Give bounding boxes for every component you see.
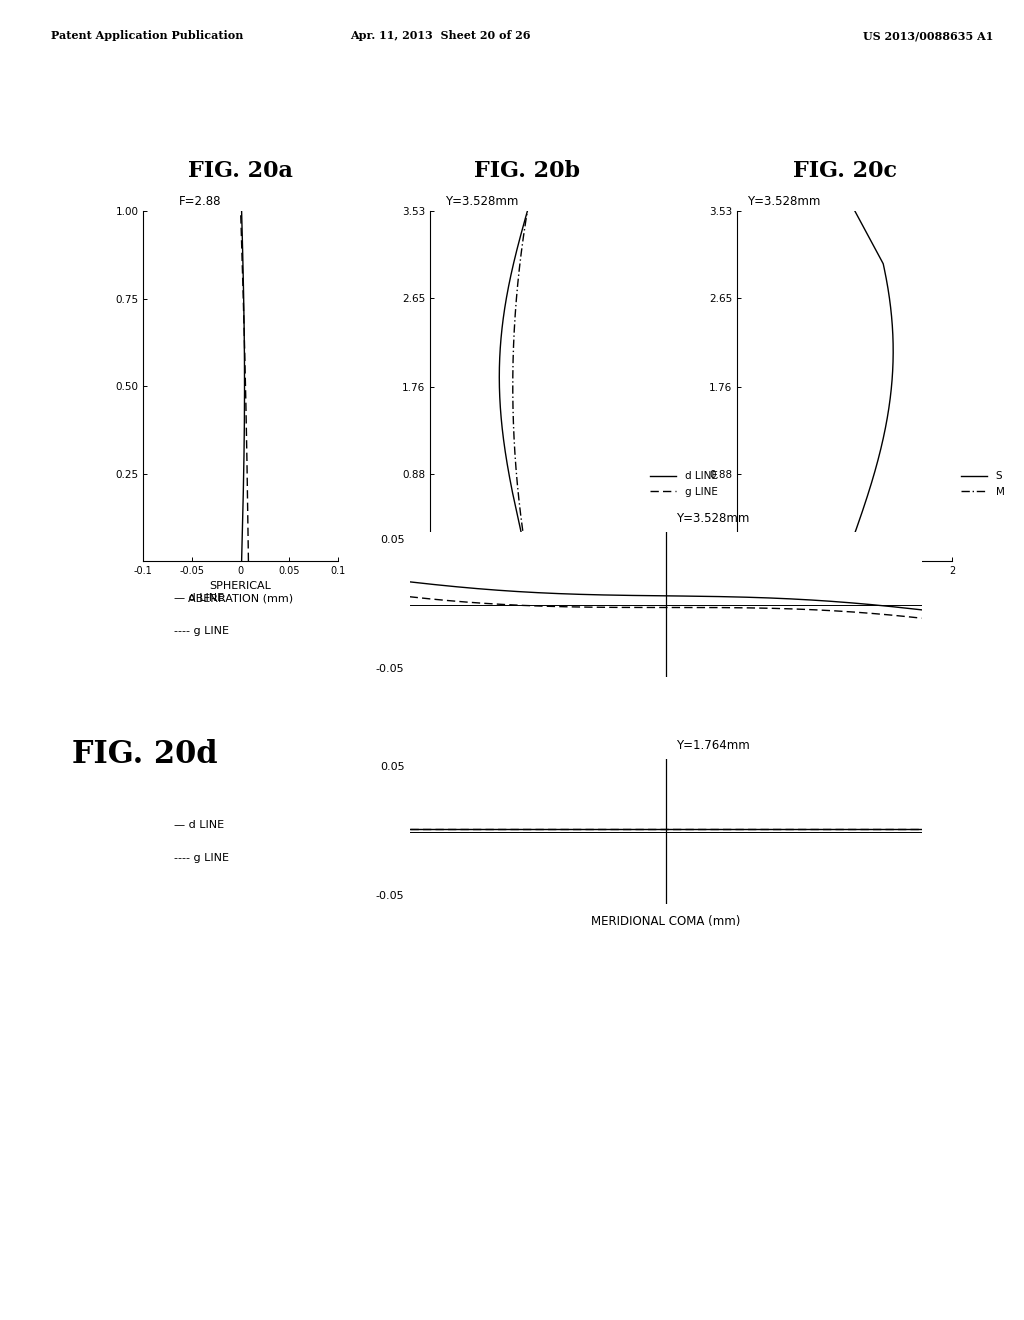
Text: FIG. 20a: FIG. 20a [188,160,293,182]
Text: Patent Application Publication: Patent Application Publication [51,30,244,41]
Legend: d LINE, g LINE: d LINE, g LINE [646,467,722,500]
Text: F=2.88: F=2.88 [179,195,222,209]
X-axis label: MERIDIONAL COMA (mm): MERIDIONAL COMA (mm) [591,915,740,928]
Text: Y=3.528mm: Y=3.528mm [748,195,821,209]
Text: FIG. 20d: FIG. 20d [72,739,217,770]
Text: 0.05: 0.05 [380,535,404,545]
X-axis label: ASTIGMATISM (mm): ASTIGMATISM (mm) [472,581,583,591]
Text: — d LINE: — d LINE [174,593,224,603]
Text: 0.05: 0.05 [380,762,404,772]
Text: ---- g LINE: ---- g LINE [174,626,229,636]
Text: FIG. 20c: FIG. 20c [793,160,897,182]
Text: Y=3.528mm: Y=3.528mm [676,512,750,525]
X-axis label: DISTORTION (%): DISTORTION (%) [799,581,891,591]
Text: FIG. 20b: FIG. 20b [474,160,581,182]
Text: — d LINE: — d LINE [174,820,224,830]
Text: Y=1.764mm: Y=1.764mm [676,739,750,752]
Text: US 2013/0088635 A1: US 2013/0088635 A1 [863,30,993,41]
Text: Apr. 11, 2013  Sheet 20 of 26: Apr. 11, 2013 Sheet 20 of 26 [350,30,530,41]
Text: ---- g LINE: ---- g LINE [174,853,229,863]
Legend: S, M: S, M [957,467,1009,500]
Text: -0.05: -0.05 [376,891,404,902]
Text: Y=3.528mm: Y=3.528mm [445,195,519,209]
X-axis label: SPHERICAL
ABERRATION (mm): SPHERICAL ABERRATION (mm) [188,581,293,603]
Text: -0.05: -0.05 [376,664,404,675]
